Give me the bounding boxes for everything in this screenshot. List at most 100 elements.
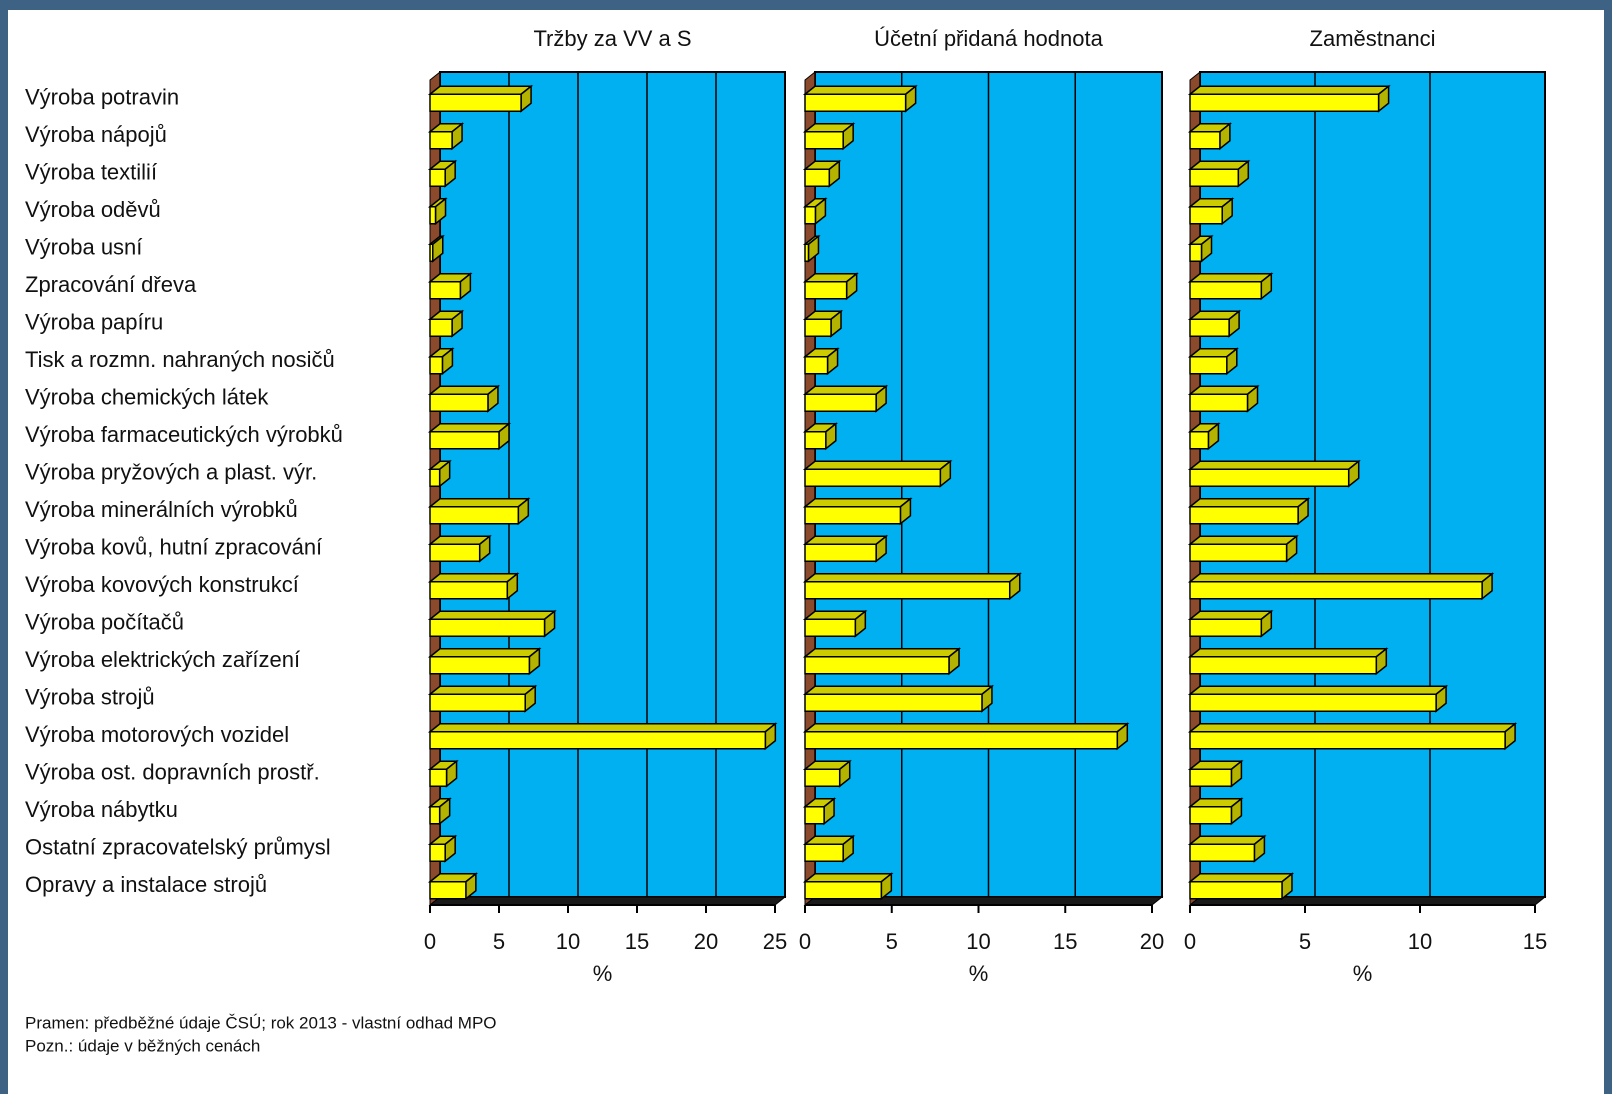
x-tick-label: 20 <box>1140 929 1164 954</box>
bar-top <box>427 610 557 620</box>
bar-front <box>804 243 810 262</box>
bar <box>802 234 821 263</box>
bar-front <box>1189 206 1223 225</box>
x-tick-label: 15 <box>625 929 649 954</box>
bar <box>427 422 512 451</box>
bar <box>427 234 445 263</box>
x-tick-label: 10 <box>1408 929 1432 954</box>
bar <box>1187 234 1214 263</box>
bar <box>427 684 538 713</box>
bar <box>427 159 458 188</box>
bar-front <box>1189 656 1378 675</box>
bar-front <box>429 843 446 862</box>
x-tick-label: 25 <box>763 929 787 954</box>
bar-top <box>802 685 995 695</box>
x-tick-label: 10 <box>556 929 580 954</box>
category-label: Výroba usní <box>25 235 142 260</box>
bar-front <box>1189 356 1228 375</box>
bar-front <box>1189 506 1299 525</box>
bar-front <box>804 618 857 637</box>
bar <box>1187 497 1311 526</box>
bar-top <box>427 573 520 583</box>
bar-front <box>429 168 446 187</box>
bar <box>427 384 501 413</box>
x-tick-label: 0 <box>799 929 811 954</box>
bar <box>802 159 842 188</box>
bar-front <box>1189 393 1249 412</box>
category-label: Výroba elektrických zařízení <box>25 647 300 672</box>
bar-front <box>804 168 831 187</box>
bar-front <box>429 693 526 712</box>
bar <box>427 834 458 863</box>
panel-title: Zaměstnanci <box>1310 26 1436 51</box>
category-label: Ostatní zpracovatelský průmysl <box>25 835 331 860</box>
bar-front <box>804 468 942 487</box>
bar <box>427 872 479 901</box>
category-label: Výroba potravin <box>25 85 179 110</box>
bar-top <box>1187 835 1267 845</box>
bar-front <box>429 318 453 337</box>
plot-back <box>439 71 786 898</box>
bar-front <box>804 731 1119 750</box>
category-label: Výroba motorových vozidel <box>25 722 289 747</box>
bar-top <box>802 535 889 545</box>
bar-front <box>804 843 844 862</box>
bar <box>427 609 557 638</box>
bar-front <box>1189 693 1437 712</box>
bar-front <box>1189 768 1233 787</box>
bar <box>802 722 1130 751</box>
bar-front <box>804 93 907 112</box>
panel-title: Účetní přidaná hodnota <box>874 26 1103 51</box>
bar-front <box>804 881 883 900</box>
bar <box>1187 647 1389 676</box>
bar <box>802 84 918 113</box>
bar <box>802 834 856 863</box>
bar-front <box>1189 881 1283 900</box>
x-tick-label: 0 <box>1184 929 1196 954</box>
category-label: Zpracování dřeva <box>25 272 197 297</box>
x-axis-label: % <box>1353 961 1373 986</box>
source-note: Pramen: předběžné údaje ČSÚ; rok 2013 - … <box>25 1013 497 1032</box>
bar <box>1187 197 1235 226</box>
bar <box>802 459 953 488</box>
bar <box>427 722 778 751</box>
bar-front <box>804 806 825 825</box>
bar-front <box>429 581 509 600</box>
bar-front <box>1189 318 1230 337</box>
bar <box>1187 309 1242 338</box>
bar <box>1187 459 1361 488</box>
bar-front <box>1189 93 1380 112</box>
bar-front <box>804 581 1011 600</box>
bar <box>802 684 995 713</box>
bar-front <box>429 881 467 900</box>
bar <box>1187 834 1267 863</box>
bar-top <box>1187 723 1518 733</box>
x-tick-label: 15 <box>1053 929 1077 954</box>
bar <box>802 347 840 376</box>
bar-top <box>427 723 778 733</box>
bar-top <box>427 648 542 658</box>
bar-top <box>802 573 1022 583</box>
category-label: Tisk a rozmn. nahraných nosičů <box>25 347 335 372</box>
bar-front <box>1189 281 1263 300</box>
bar-top <box>802 460 953 470</box>
bar-front <box>1189 843 1256 862</box>
bar-front <box>1189 806 1233 825</box>
bar <box>427 309 465 338</box>
bar-top <box>1187 273 1274 283</box>
bar-top <box>802 498 913 508</box>
bar-front <box>1189 131 1221 150</box>
bar-top <box>1187 85 1391 95</box>
bar-top <box>1187 873 1295 883</box>
bar <box>427 84 534 113</box>
x-tick-label: 0 <box>424 929 436 954</box>
bar <box>802 122 856 151</box>
bar <box>1187 422 1221 451</box>
bar-top <box>802 648 962 658</box>
bar <box>802 384 889 413</box>
category-label: Výroba nápojů <box>25 122 167 147</box>
x-axis-label: % <box>969 961 989 986</box>
bar-top <box>427 423 512 433</box>
